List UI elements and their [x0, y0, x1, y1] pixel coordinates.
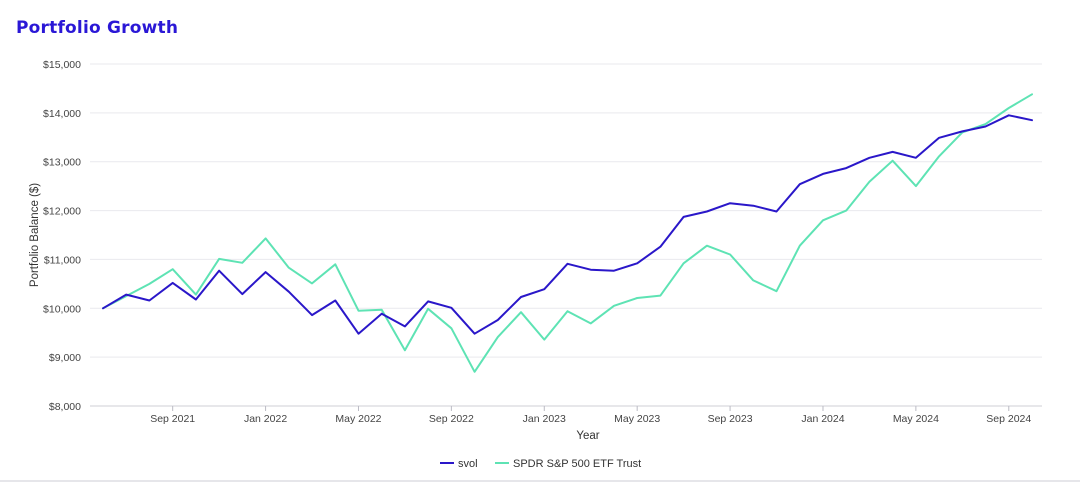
x-tick-label: Jan 2024 — [801, 413, 844, 425]
y-tick-label: $13,000 — [43, 157, 81, 169]
x-tick-label: Sep 2024 — [986, 413, 1031, 425]
y-tick-label: $12,000 — [43, 206, 81, 218]
x-tick-label: May 2023 — [614, 413, 660, 425]
series-line-svol — [102, 114, 1033, 335]
legend-label: svol — [458, 458, 478, 470]
x-tick-label: May 2022 — [335, 413, 381, 425]
legend-item-svol: svol — [440, 458, 478, 470]
x-tick-label: May 2024 — [893, 413, 939, 425]
x-tick-label: Sep 2023 — [708, 413, 753, 425]
y-axis-title: Portfolio Balance ($) — [29, 183, 41, 287]
x-axis-title: Year — [576, 430, 599, 442]
y-tick-label: $9,000 — [49, 352, 81, 364]
x-tick-label: Jan 2023 — [523, 413, 566, 425]
y-tick-label: $10,000 — [43, 303, 81, 315]
y-tick-label: $15,000 — [43, 59, 81, 71]
y-tick-label: $8,000 — [49, 401, 81, 413]
page-title: Portfolio Growth — [16, 18, 179, 38]
legend-label: SPDR S&P 500 ETF Trust — [513, 458, 641, 470]
x-tick-label: Sep 2022 — [429, 413, 474, 425]
series-line-spdr-sp500 — [102, 93, 1033, 373]
x-tick-label: Sep 2021 — [150, 413, 195, 425]
x-tick-label: Jan 2022 — [244, 413, 287, 425]
y-tick-label: $14,000 — [43, 108, 81, 120]
legend-item-spdr-sp500: SPDR S&P 500 ETF Trust — [495, 458, 641, 470]
y-tick-label: $11,000 — [44, 254, 81, 266]
